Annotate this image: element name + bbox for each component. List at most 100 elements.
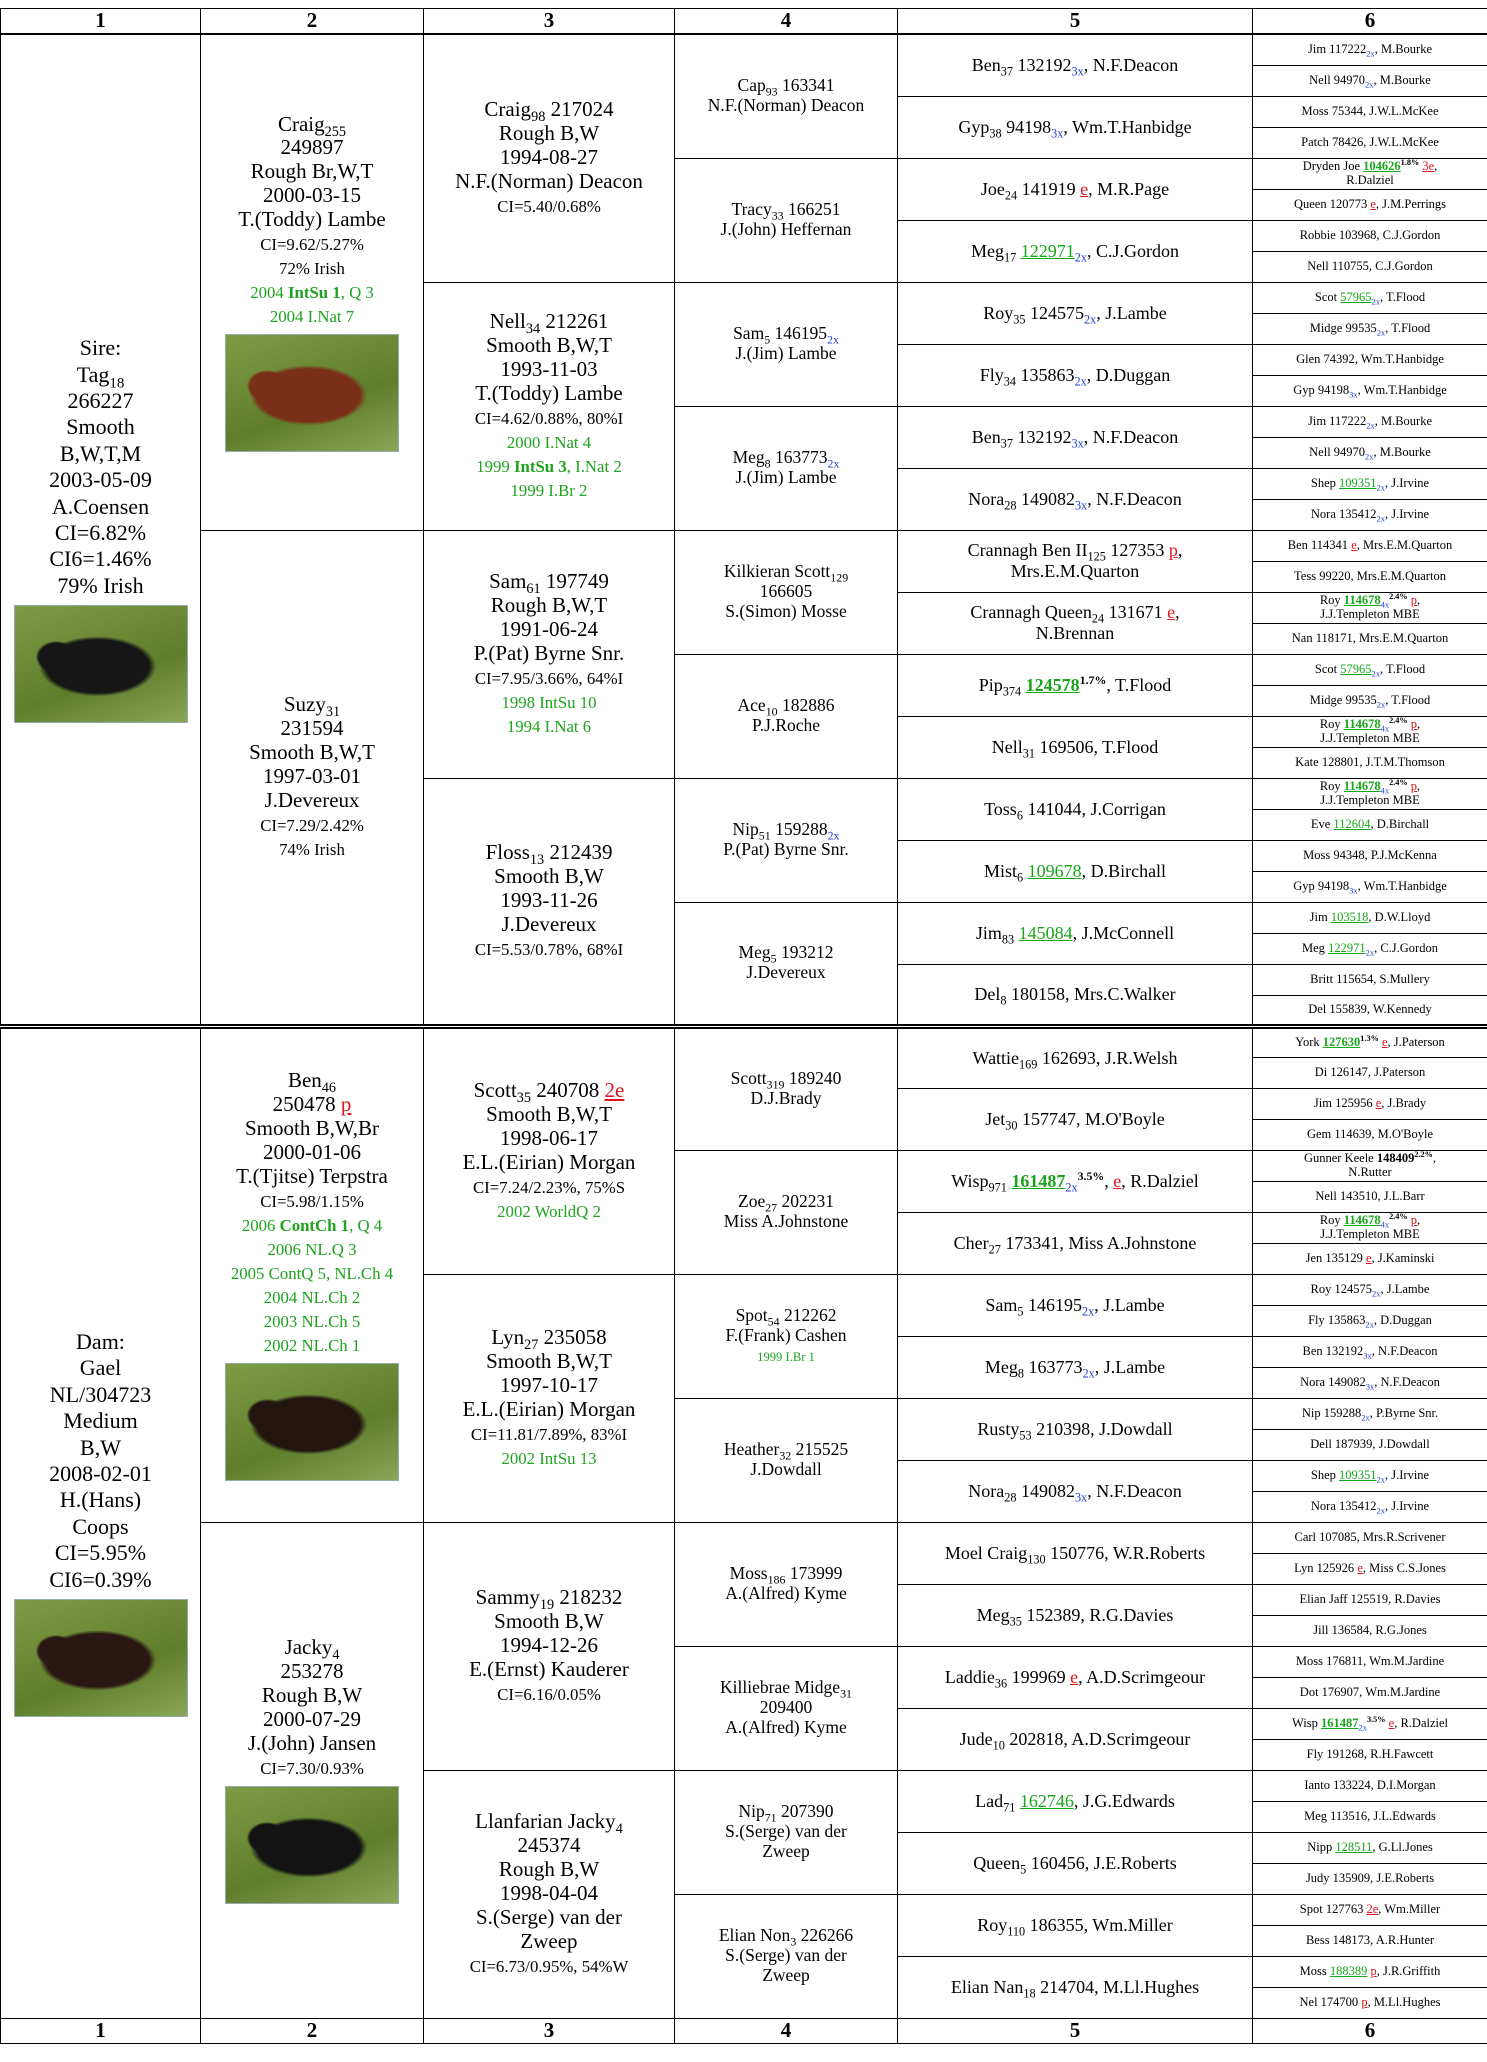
text-line: Wattie169 162693, J.R.Welsh	[900, 1048, 1250, 1071]
link[interactable]: 124578	[1025, 674, 1080, 695]
text: Jet	[985, 1108, 1006, 1129]
column-number: 3	[423, 8, 675, 35]
link[interactable]: e	[1375, 1095, 1382, 1110]
text: , G.Ll.Jones	[1372, 1839, 1433, 1854]
text: Wisp	[951, 1170, 989, 1191]
link[interactable]: e	[1113, 1170, 1122, 1191]
link[interactable]: 114678	[1343, 1212, 1381, 1227]
link[interactable]: 104626	[1363, 158, 1401, 173]
text: J.J.Templeton MBE	[1320, 606, 1420, 621]
styled-text: 3x	[1074, 1490, 1088, 1505]
text: B,W,T,M	[59, 440, 142, 466]
styled-text: 2002 IntSu 13	[501, 1448, 597, 1468]
link[interactable]: e	[1080, 178, 1089, 199]
link[interactable]: 161487	[1011, 1170, 1066, 1191]
link[interactable]: p	[1168, 540, 1178, 561]
text-line: Dot 176907, Wm.M.Jardine	[1254, 1685, 1486, 1700]
text-line: Miss A.Johnstone	[677, 1211, 895, 1232]
link[interactable]: e	[1388, 1715, 1395, 1730]
link[interactable]: 127630	[1322, 1034, 1361, 1049]
text: 212439	[544, 840, 613, 865]
link[interactable]: 114678	[1343, 716, 1381, 731]
link[interactable]: e	[1167, 602, 1176, 623]
text: B,W	[80, 1434, 121, 1460]
link[interactable]: 145084	[1018, 922, 1073, 943]
link[interactable]: e	[1070, 1666, 1079, 1687]
ancestor-cell: Bess 148173, A.R.Hunter	[1252, 1924, 1487, 1957]
link[interactable]: p	[340, 1092, 352, 1117]
text: 152389, R.G.Davies	[1021, 1604, 1174, 1625]
text: , J.Brady	[1381, 1095, 1427, 1110]
pedigree-row: Nora28 1490823x, N.F.Deacon Shep 1093512x…	[1, 467, 1487, 531]
text-line: Jill 136584, R.G.Jones	[1254, 1623, 1486, 1638]
ancestor-cell: Elian Non3 226266 S.(Serge) van der Zweep	[674, 1893, 898, 2019]
text-line: Jen 135129 e, J.Kaminski	[1254, 1250, 1486, 1266]
link[interactable]: 162746	[1019, 1790, 1074, 1811]
styled-text: 3x	[1363, 1350, 1372, 1361]
ancestor-cell: Moss 75344, J.W.L.McKee	[1252, 95, 1487, 128]
text: 124575	[1025, 302, 1085, 323]
ancestor-cell: Meg17 1229712x, C.J.Gordon	[897, 219, 1253, 283]
styled-text: 2x	[1371, 296, 1381, 307]
link[interactable]: 188389	[1329, 1963, 1368, 1978]
link[interactable]: 2e	[604, 1078, 625, 1103]
pedigree-row: Patch 78426, J.W.L.McKee	[1, 126, 1487, 159]
text: Toss	[984, 798, 1017, 819]
ancestor-cell: Kilkieran Scott129 166605 S.(Simon) Mosse	[674, 529, 898, 655]
link[interactable]: p	[1370, 1963, 1377, 1978]
styled-text: 4x	[1380, 599, 1390, 610]
text-line: Elian Nan18 214704, M.Ll.Hughes	[900, 1977, 1250, 2000]
dog-photo	[225, 1785, 399, 1904]
text-line: 249897	[203, 135, 421, 160]
styled-text: 3	[790, 1934, 797, 1949]
styled-text: 2x	[1376, 1474, 1386, 1485]
link[interactable]: e	[1357, 1560, 1363, 1575]
ancestor-cell: Jet30 157747, M.O'Boyle	[897, 1087, 1253, 1151]
text-line: N.Rutter	[1254, 1165, 1486, 1180]
text-line: 266227	[3, 388, 198, 414]
link[interactable]: 112604	[1333, 816, 1371, 831]
link[interactable]: 2e	[1366, 1901, 1379, 1916]
ancestor-cell: Crannagh Queen24 131671 e, N.Brennan	[897, 591, 1253, 655]
link[interactable]: 109351	[1339, 1467, 1377, 1482]
text-line: Ianto 133224, D.I.Morgan	[1254, 1778, 1486, 1793]
link[interactable]: 57965	[1340, 289, 1372, 304]
text: Roy	[1319, 778, 1344, 793]
link[interactable]: 3e	[1422, 158, 1435, 173]
text-line: Gael	[3, 1355, 198, 1381]
link[interactable]: 114678	[1343, 778, 1381, 793]
column-number: 6	[1252, 2017, 1487, 2044]
text-line: Roy 1146784x2.4% p,	[1254, 1212, 1486, 1229]
link[interactable]: p	[1410, 1212, 1418, 1227]
link[interactable]: 122971	[1328, 940, 1366, 955]
link[interactable]: e	[1381, 1034, 1388, 1049]
link[interactable]: 122971	[1020, 240, 1075, 261]
link[interactable]: 128511	[1335, 1839, 1373, 1854]
column-number: 2	[200, 8, 424, 35]
link[interactable]: 114678	[1343, 592, 1381, 607]
link[interactable]: p	[1410, 778, 1418, 793]
text: Cher	[953, 1232, 989, 1253]
text: , Wm.T.Hanbidge	[1357, 382, 1447, 397]
link[interactable]: 109351	[1339, 475, 1377, 490]
text: Craig	[484, 97, 532, 122]
link[interactable]: 161487	[1320, 1715, 1359, 1730]
styled-text: 2x	[1366, 48, 1375, 59]
styled-text: 2003 NL.Ch 5	[263, 1311, 361, 1331]
text-line: York 1276301.3% e, J.Paterson	[1254, 1034, 1486, 1050]
link[interactable]: e	[1366, 1250, 1372, 1265]
link[interactable]: 57965	[1340, 661, 1372, 676]
link[interactable]: 109678	[1027, 860, 1082, 881]
text-line: Craig98 217024	[426, 97, 672, 124]
link[interactable]: p	[1410, 716, 1418, 731]
link[interactable]: e	[1370, 196, 1376, 211]
text: Smooth B,W	[494, 1609, 604, 1634]
link[interactable]: 103518	[1330, 909, 1369, 924]
link[interactable]: e	[1351, 537, 1357, 552]
text: Nip 159288	[1301, 1405, 1362, 1420]
link[interactable]: p	[1361, 1994, 1368, 2009]
link[interactable]: p	[1410, 592, 1418, 607]
pedigree-row: Nell34 212261 Smooth B,W,T 1993-11-03 T.(To…	[1, 281, 1487, 531]
pedigree-row: Queen5 160456, J.E.Roberts Nipp 128511, G…	[1, 1831, 1487, 1895]
text: Nell 94970	[1309, 444, 1366, 459]
